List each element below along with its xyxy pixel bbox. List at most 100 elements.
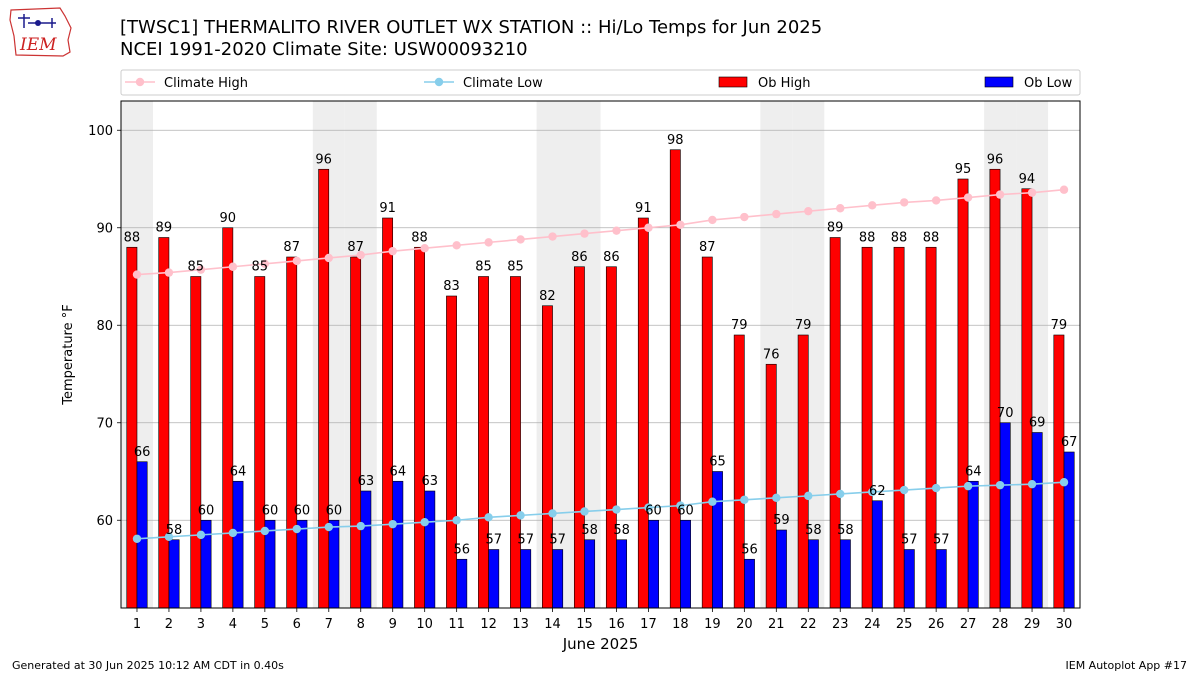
climate-low-point bbox=[324, 522, 333, 532]
climate-low-point bbox=[516, 511, 525, 520]
ob-high-value-label: 86 bbox=[603, 250, 620, 265]
ob-low-bar bbox=[744, 558, 755, 609]
climate-high-point bbox=[740, 212, 749, 222]
ob-high-bar bbox=[318, 168, 330, 609]
ob-low-bar bbox=[456, 558, 468, 609]
legend-label: Ob Low bbox=[1024, 76, 1073, 91]
climate-low-line bbox=[136, 481, 1065, 540]
legend-swatch-bar bbox=[718, 76, 748, 88]
y-tick-label: 70 bbox=[96, 416, 113, 431]
ob-low-bar bbox=[1031, 432, 1043, 609]
ob-high-value-label: 88 bbox=[923, 230, 940, 245]
x-tick-label: 22 bbox=[800, 617, 817, 632]
ob-high-bar bbox=[701, 256, 713, 609]
ob-low-bar bbox=[680, 519, 691, 609]
ob-high-bar bbox=[605, 266, 617, 609]
logo-text: IEM bbox=[19, 35, 57, 55]
x-tick-label: 19 bbox=[704, 617, 721, 632]
ob-high-bar bbox=[510, 276, 521, 609]
climate-high-point bbox=[164, 268, 174, 277]
climate-high-point bbox=[580, 229, 589, 238]
ob-low-value-label: 58 bbox=[166, 523, 183, 538]
legend-label: Climate Low bbox=[463, 76, 543, 91]
ob-high-bar bbox=[573, 266, 585, 609]
x-tick-label: 9 bbox=[389, 617, 397, 632]
climate-low-point bbox=[420, 518, 429, 527]
ob-low-bar bbox=[392, 480, 404, 609]
climate-low-point bbox=[676, 501, 685, 510]
ob-high-value-label: 90 bbox=[219, 211, 236, 226]
ob-high-value-label: 85 bbox=[251, 260, 268, 275]
ob-high-value-label: 85 bbox=[475, 260, 492, 275]
climate-low-point bbox=[1059, 478, 1069, 487]
climate-high-point bbox=[484, 238, 493, 247]
x-axis-label: June 2025 bbox=[562, 635, 639, 653]
ob-low-value-label: 58 bbox=[613, 523, 630, 538]
legend-swatch-marker bbox=[135, 77, 145, 87]
x-tick-label: 7 bbox=[325, 617, 333, 632]
ob-high-value-label: 88 bbox=[891, 230, 908, 245]
ob-low-bar bbox=[712, 471, 723, 609]
ob-low-bar bbox=[488, 549, 500, 609]
ob-low-value-label: 64 bbox=[230, 464, 247, 479]
ob-high-bar bbox=[1053, 334, 1065, 609]
ob-low-bar bbox=[999, 422, 1011, 609]
climate-low-point bbox=[836, 489, 845, 499]
climate-low-point bbox=[292, 524, 302, 534]
x-tick-label: 21 bbox=[768, 617, 785, 632]
ob-low-value-label: 64 bbox=[390, 464, 407, 479]
ob-high-bar bbox=[925, 246, 937, 609]
app-credit: IEM Autoplot App #17 bbox=[1065, 659, 1188, 672]
x-tick-label: 2 bbox=[165, 617, 173, 632]
x-tick-label: 18 bbox=[672, 617, 689, 632]
ob-high-bar bbox=[893, 246, 905, 609]
ob-low-bar bbox=[967, 480, 979, 609]
climate-low-point bbox=[708, 497, 717, 506]
iem-logo: IEM bbox=[9, 7, 72, 57]
climate-high-point bbox=[452, 241, 461, 250]
ob-high-bar bbox=[797, 334, 809, 609]
x-tick-label: 11 bbox=[448, 617, 465, 632]
climate-high-point bbox=[836, 204, 845, 213]
x-tick-label: 10 bbox=[416, 617, 433, 632]
climate-low-point bbox=[612, 505, 621, 514]
climate-low-point bbox=[484, 513, 493, 522]
climate-low-point bbox=[388, 519, 397, 529]
ob-high-value-label: 79 bbox=[795, 318, 812, 333]
ob-high-value-label: 98 bbox=[667, 133, 684, 148]
x-tick-label: 26 bbox=[928, 617, 945, 632]
climate-low-point bbox=[931, 483, 941, 493]
ob-low-value-label: 60 bbox=[262, 503, 279, 518]
ob-high-value-label: 88 bbox=[124, 230, 141, 245]
climate-low-point bbox=[995, 480, 1005, 490]
ob-high-bar bbox=[957, 178, 969, 609]
x-tick-label: 23 bbox=[832, 617, 849, 632]
ob-low-bar bbox=[328, 519, 340, 609]
climate-high-point bbox=[516, 235, 525, 244]
ob-low-bar bbox=[296, 519, 308, 609]
climate-high-point bbox=[644, 223, 653, 232]
ob-high-value-label: 87 bbox=[347, 240, 364, 255]
ob-high-bar bbox=[829, 237, 841, 609]
climate-high-point bbox=[132, 270, 142, 279]
ob-low-bar bbox=[552, 549, 564, 609]
climate-low-point bbox=[804, 491, 813, 501]
climate-low-point bbox=[132, 534, 142, 543]
ob-high-bar bbox=[126, 246, 138, 609]
ob-low-bar bbox=[616, 539, 628, 609]
x-tick-label: 27 bbox=[960, 617, 977, 632]
ob-high-value-label: 79 bbox=[731, 318, 748, 333]
climate-high-point bbox=[931, 196, 941, 205]
plot-frame bbox=[120, 100, 1081, 609]
climate-low-point bbox=[356, 521, 365, 531]
climate-low-point bbox=[548, 509, 557, 518]
ob-low-bar bbox=[520, 549, 532, 609]
ob-high-value-label: 96 bbox=[315, 152, 332, 167]
climate-low-point bbox=[1027, 479, 1037, 489]
ob-low-value-label: 58 bbox=[805, 523, 822, 538]
ob-low-value-label: 60 bbox=[326, 503, 343, 518]
climate-high-point bbox=[676, 220, 685, 230]
climate-high-point bbox=[772, 209, 781, 219]
ob-low-value-label: 57 bbox=[517, 533, 534, 548]
